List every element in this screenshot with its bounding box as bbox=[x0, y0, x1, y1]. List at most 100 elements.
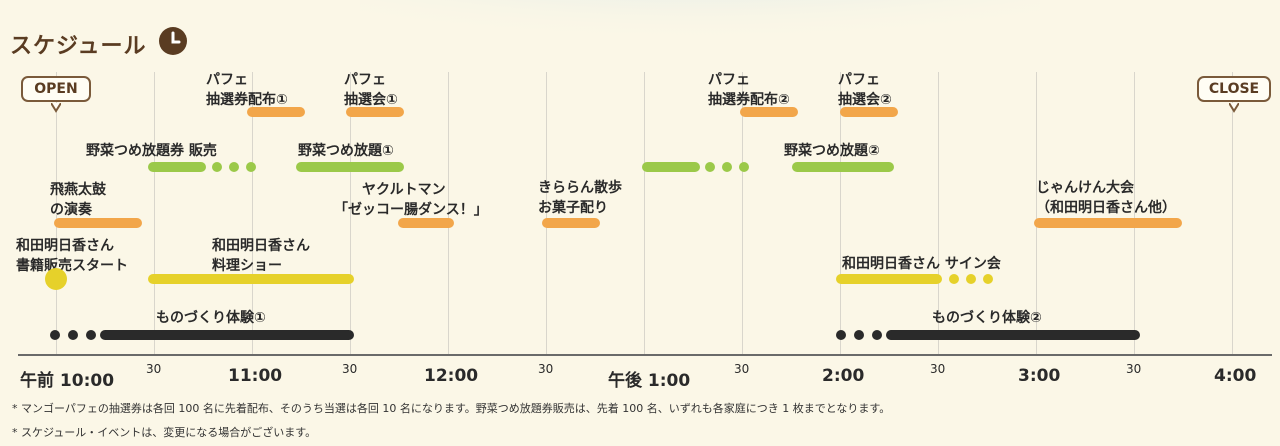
event-craft1-dot bbox=[50, 330, 60, 340]
time-axis bbox=[18, 354, 1272, 356]
event-veg2-bar bbox=[792, 162, 894, 172]
event-cooking-label: 和田明日香さん 料理ショー bbox=[212, 236, 310, 276]
event-kirara-bar bbox=[542, 218, 600, 228]
tick-1230: 30 bbox=[538, 362, 554, 376]
tick-1500: 3:00 bbox=[1018, 366, 1061, 386]
grid-line bbox=[448, 72, 449, 354]
event-label-line: パフェ bbox=[344, 72, 386, 88]
tick-1330: 30 bbox=[734, 362, 750, 376]
event-label-line: 和田明日香さん bbox=[212, 238, 310, 254]
event-label-line: 抽選券配布① bbox=[206, 92, 288, 108]
event-label-line: 和田明日香さん bbox=[16, 238, 114, 254]
event-veg-ticket-dot bbox=[229, 162, 239, 172]
event-signing-dot bbox=[983, 274, 993, 284]
footnote-change: * スケジュール・イベントは、変更になる場合がございます。 bbox=[12, 426, 317, 439]
tick-1400: 2:00 bbox=[822, 366, 865, 386]
event-label-line: 抽選会① bbox=[344, 92, 398, 108]
grid-line bbox=[1134, 72, 1135, 354]
event-veg2-label: 野菜つめ放題② bbox=[784, 143, 880, 159]
open-callout: OPEN bbox=[21, 76, 91, 102]
tick-1030: 30 bbox=[146, 362, 162, 376]
tick-1000: 午前 10:00 bbox=[20, 371, 115, 391]
clock-icon bbox=[159, 27, 187, 55]
event-craft1-dot bbox=[86, 330, 96, 340]
footnote-lottery: * マンゴーパフェの抽選券は各回 100 名に先着配布、そのうち当選は各回 10… bbox=[12, 402, 891, 415]
event-book-label: 和田明日香さん 書籍販売スタート bbox=[16, 236, 128, 276]
grid-line bbox=[154, 72, 155, 354]
grid-line bbox=[644, 72, 645, 354]
event-label-line: じゃんけん大会 bbox=[1036, 180, 1134, 196]
event-veg-ticket2-bar bbox=[642, 162, 700, 172]
event-taiko-bar bbox=[54, 218, 142, 228]
event-label-line: パフェ bbox=[708, 72, 750, 88]
grid-line bbox=[1232, 72, 1233, 354]
grid-line bbox=[546, 72, 547, 354]
event-veg1-label: 野菜つめ放題① bbox=[298, 143, 394, 159]
grid-line bbox=[742, 72, 743, 354]
event-craft1-label: ものづくり体験① bbox=[156, 310, 266, 326]
cloud-decoration bbox=[360, 0, 1040, 70]
event-label-line: 飛燕太鼓 bbox=[50, 182, 106, 198]
event-taiko-label: 飛燕太鼓 の演奏 bbox=[50, 180, 106, 220]
event-craft2-bar bbox=[886, 330, 1140, 340]
event-parfait-draw1-label: パフェ 抽選会① bbox=[344, 70, 398, 110]
event-parfait-dist1-bar bbox=[247, 107, 305, 117]
open-callout-tail bbox=[51, 103, 61, 113]
event-craft2-dot bbox=[836, 330, 846, 340]
event-yakult-bar bbox=[398, 218, 454, 228]
event-parfait-dist2-label: パフェ 抽選券配布② bbox=[708, 70, 790, 110]
event-book-marker bbox=[45, 268, 67, 290]
event-parfait-dist1-label: パフェ 抽選券配布① bbox=[206, 70, 288, 110]
event-signing-dot bbox=[949, 274, 959, 284]
event-label-line: 書籍販売スタート bbox=[16, 258, 128, 274]
tick-1130: 30 bbox=[342, 362, 358, 376]
event-signing-label: 和田明日香さん サイン会 bbox=[842, 256, 1001, 272]
event-label-line: パフェ bbox=[838, 72, 880, 88]
event-parfait-draw2-label: パフェ 抽選会② bbox=[838, 70, 892, 110]
tick-1200: 12:00 bbox=[424, 366, 479, 386]
event-craft2-dot bbox=[872, 330, 882, 340]
grid-line bbox=[56, 72, 57, 354]
event-veg-ticket2-dot bbox=[705, 162, 715, 172]
tick-1530: 30 bbox=[1126, 362, 1142, 376]
tick-1100: 11:00 bbox=[228, 366, 283, 386]
grid-line bbox=[350, 72, 351, 354]
event-label-line: きららん散歩 bbox=[538, 180, 622, 196]
event-label-line: の演奏 bbox=[50, 202, 92, 218]
event-veg-ticket-label: 野菜つめ放題券 販売 bbox=[86, 143, 217, 159]
event-label-line: 料理ショー bbox=[212, 258, 282, 274]
event-signing-bar bbox=[836, 274, 942, 284]
event-parfait-draw2-bar bbox=[840, 107, 898, 117]
tick-1300: 午後 1:00 bbox=[608, 371, 691, 391]
event-janken-bar bbox=[1034, 218, 1182, 228]
grid-line bbox=[252, 72, 253, 354]
event-label-line: ヤクルトマン bbox=[362, 182, 446, 198]
page-title: スケジュール bbox=[10, 34, 147, 59]
event-parfait-dist2-bar bbox=[740, 107, 798, 117]
grid-line bbox=[938, 72, 939, 354]
event-craft2-label: ものづくり体験② bbox=[932, 310, 1042, 326]
tick-1600: 4:00 bbox=[1214, 366, 1257, 386]
event-craft2-dot bbox=[854, 330, 864, 340]
grid-line bbox=[840, 72, 841, 354]
event-label-line: お菓子配り bbox=[538, 200, 608, 216]
event-craft1-bar bbox=[100, 330, 354, 340]
event-veg-ticket2-dot bbox=[722, 162, 732, 172]
event-veg-ticket-bar bbox=[148, 162, 206, 172]
tick-1430: 30 bbox=[930, 362, 946, 376]
event-veg-ticket-dot bbox=[246, 162, 256, 172]
event-veg-ticket2-dot bbox=[739, 162, 749, 172]
event-parfait-draw1-bar bbox=[346, 107, 404, 117]
close-callout: CLOSE bbox=[1197, 76, 1271, 102]
event-signing-dot bbox=[966, 274, 976, 284]
event-janken-label: じゃんけん大会 （和田明日香さん他） bbox=[1036, 178, 1176, 218]
event-cooking-bar bbox=[148, 274, 354, 284]
event-veg-ticket-dot bbox=[212, 162, 222, 172]
event-craft1-dot bbox=[68, 330, 78, 340]
event-label-line: （和田明日香さん他） bbox=[1036, 200, 1176, 216]
grid-line bbox=[1036, 72, 1037, 354]
event-kirara-label: きららん散歩 お菓子配り bbox=[538, 178, 622, 218]
event-label-line: 抽選会② bbox=[838, 92, 892, 108]
event-label-line: 抽選券配布② bbox=[708, 92, 790, 108]
event-label-line: 「ゼッコー腸ダンス！」 bbox=[334, 202, 488, 218]
